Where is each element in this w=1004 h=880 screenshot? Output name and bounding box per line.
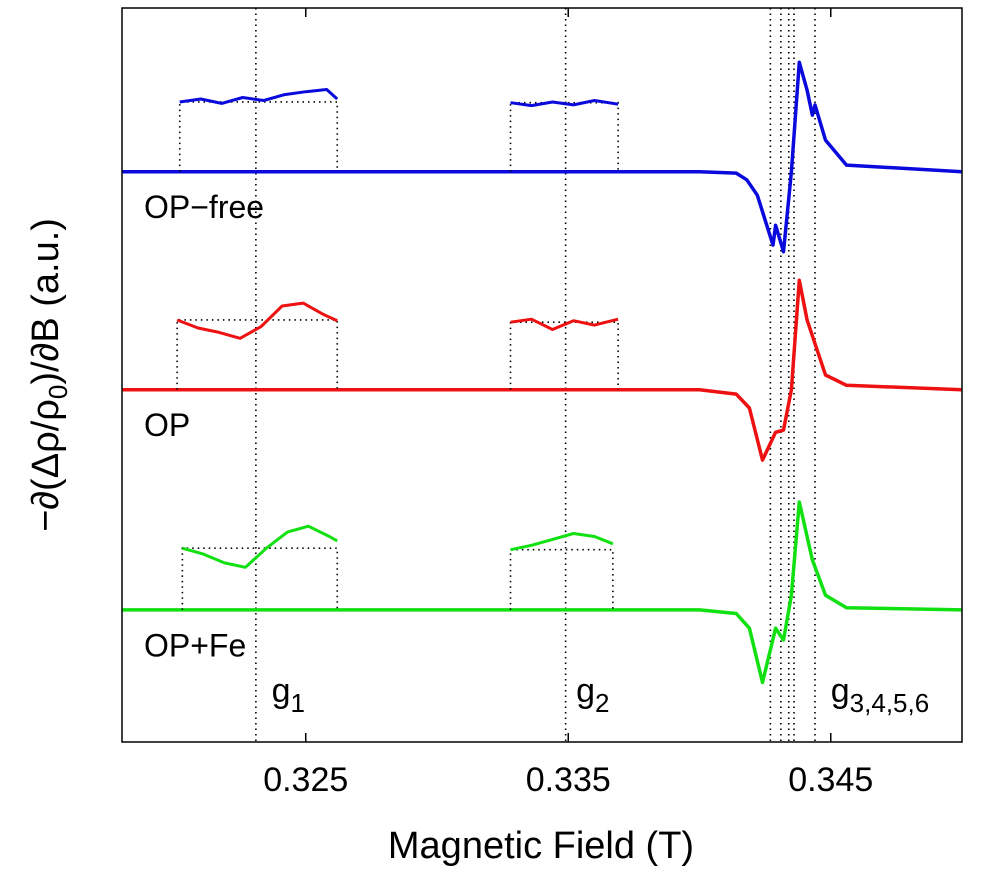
plot-frame	[121, 7, 963, 743]
spectrum-line	[122, 278, 963, 462]
inset-line	[510, 317, 619, 331]
inset-box	[509, 321, 619, 390]
annotation-text: g	[272, 672, 291, 710]
y-label-part: −∂(Δρ/ρ	[25, 399, 67, 532]
x-axis-label: Magnetic Field (T)	[388, 825, 694, 867]
y-label-part: )/∂B (a.u.)	[25, 218, 67, 385]
y-label-sub: 0	[43, 385, 73, 399]
inset-line	[176, 301, 338, 340]
annotation: g3,4,5,6	[831, 672, 929, 718]
inset-line	[510, 99, 619, 108]
annotation-sub: 2	[595, 688, 609, 718]
annotation-sub: 3,4,5,6	[850, 688, 930, 718]
inset-line	[181, 524, 338, 569]
x-tick-label: 0.335	[526, 761, 611, 799]
annotation-text: g	[576, 672, 595, 710]
x-tick-label: 0.325	[263, 761, 348, 799]
spectrum-line	[122, 500, 963, 685]
series-label: OP	[144, 407, 190, 443]
inset-box	[509, 548, 614, 610]
series-label: OP−free	[144, 189, 264, 225]
annotation-sub: 1	[291, 688, 305, 718]
spectrum-line	[122, 60, 963, 254]
annotation: g2	[576, 672, 609, 718]
annotation: g1	[272, 672, 305, 718]
y-axis-label: −∂(Δρ/ρ0)/∂B (a.u.)	[25, 218, 73, 532]
annotation-text: g	[831, 672, 850, 710]
inset-box	[509, 101, 619, 172]
inset-box	[176, 319, 339, 390]
x-tick-label: 0.345	[788, 761, 873, 799]
inset-line	[510, 532, 614, 552]
series-label: OP+Fe	[144, 627, 246, 663]
inset-box	[181, 547, 339, 610]
inset-box	[178, 101, 339, 172]
inset-line	[179, 88, 339, 105]
